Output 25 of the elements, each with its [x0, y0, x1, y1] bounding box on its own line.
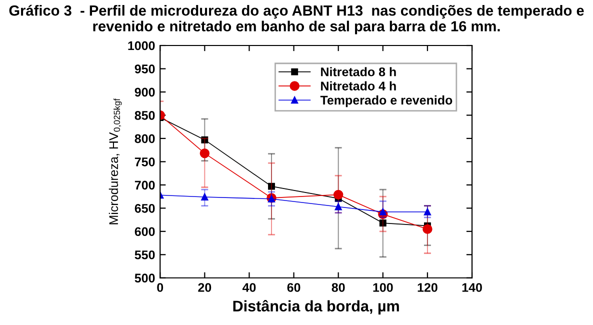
y-tick-label: 950: [134, 64, 155, 74]
x-tick-label: 40: [242, 283, 256, 292]
y-tick-label: 700: [134, 180, 155, 190]
y-tick-label: 600: [134, 227, 155, 236]
x-tick-label: 120: [418, 283, 438, 292]
x-tick-label: 100: [373, 283, 393, 292]
y-tick-label: 850: [134, 111, 155, 120]
x-tick-label: 140: [462, 283, 482, 292]
x-tick-label: 80: [332, 283, 345, 292]
y-tick-label: 550: [134, 250, 155, 260]
legend-label: Nitretado 4 h: [321, 81, 396, 90]
x-axis-title: Distância da borda, µm: [233, 300, 399, 315]
y-tick-label: 750: [134, 157, 155, 166]
legend-label: Temperado e revenido: [320, 95, 452, 108]
x-tick-label: 0: [157, 283, 164, 292]
y-tick-label: 1000: [128, 41, 155, 50]
x-tick-label: 20: [198, 283, 212, 292]
y-tick-label: 650: [134, 204, 155, 213]
y-axis-title: Microdureza, HV$_{0,025kgf}$: [108, 98, 122, 224]
x-tick-label: 60: [287, 283, 300, 292]
chart-title: Gráfico 3 - Perfil de microdureza do aço ABNT H13 nas condições de temperado e revenido e nitretado em banho de sal para barra de 16 mm.: [9, 4, 584, 34]
y-tick-label: 800: [134, 134, 155, 144]
y-tick-label: 900: [134, 88, 155, 97]
legend-label: Nitretado 8 h: [321, 67, 396, 76]
y-tick-label: 500: [134, 274, 155, 283]
